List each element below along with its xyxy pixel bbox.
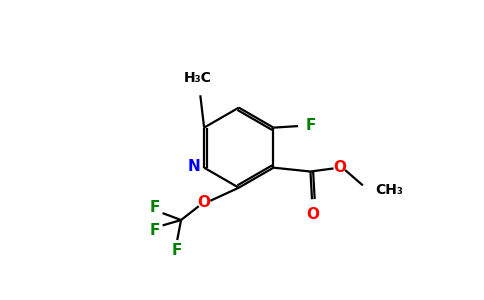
- Text: F: F: [150, 200, 160, 215]
- Text: CH₃: CH₃: [375, 183, 403, 197]
- Text: O: O: [333, 160, 346, 175]
- Text: H₃C: H₃C: [184, 70, 212, 85]
- Text: O: O: [197, 195, 211, 210]
- Text: O: O: [306, 207, 319, 222]
- Text: F: F: [306, 118, 316, 133]
- Text: F: F: [150, 223, 160, 238]
- Text: N: N: [187, 159, 200, 174]
- Text: F: F: [172, 243, 182, 258]
